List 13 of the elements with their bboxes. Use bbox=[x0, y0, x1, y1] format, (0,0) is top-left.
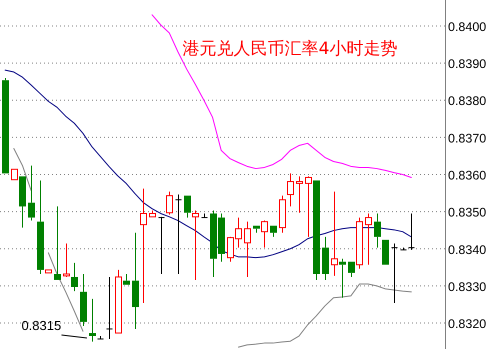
text: 港元兑人民币汇率4小时走势 bbox=[182, 39, 398, 59]
y-tick-label: 0.8350 bbox=[448, 206, 486, 220]
y-tick-label: 0.8340 bbox=[448, 242, 486, 257]
y-tick-label: 0.8400 bbox=[448, 20, 486, 34]
y-tick-label: 0.8320 bbox=[448, 317, 486, 332]
line-series bbox=[4, 70, 412, 258]
y-tick-label: 0.8360 bbox=[448, 168, 486, 182]
y-tick-label: 0.8380 bbox=[448, 94, 486, 108]
y-tick-label: 0.8330 bbox=[448, 280, 486, 294]
y-tick-label: 0.8370 bbox=[448, 131, 486, 146]
y-tick-label: 0.8390 bbox=[448, 57, 486, 72]
annotation: 0.8315 bbox=[21, 318, 62, 333]
line-series bbox=[152, 14, 412, 178]
